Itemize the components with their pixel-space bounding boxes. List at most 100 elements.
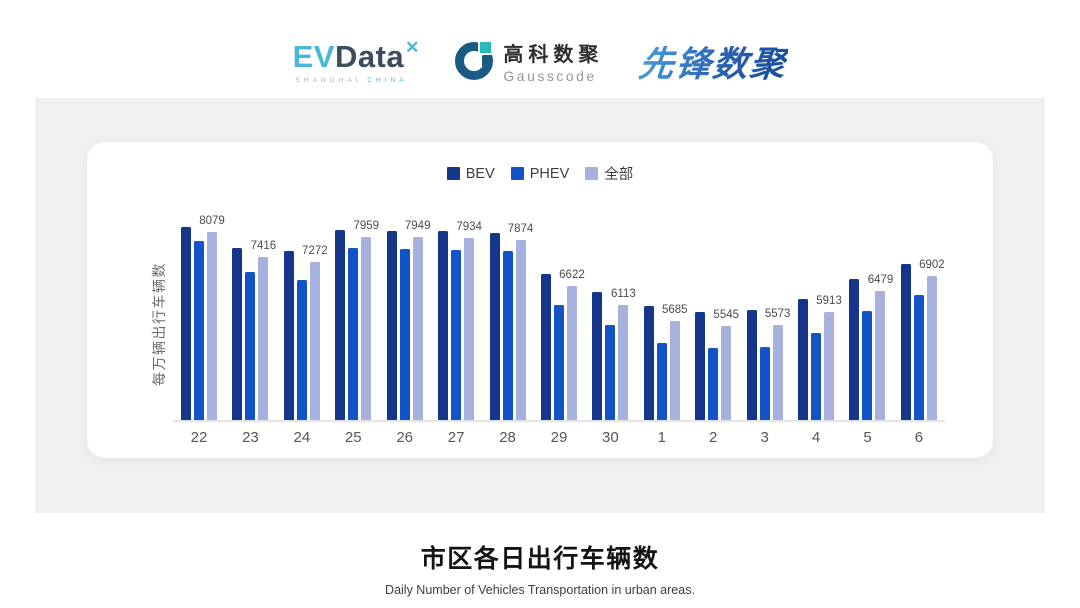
x-tick-3: 3 bbox=[760, 429, 769, 446]
bar-bev-2[interactable] bbox=[695, 312, 706, 420]
bar-group-29: 6622 bbox=[540, 269, 585, 420]
legend-swatch-bev bbox=[446, 167, 460, 180]
bar-bev-4[interactable] bbox=[798, 298, 809, 420]
value-label-22: 8079 bbox=[199, 215, 225, 228]
legend-label-all: 全部 bbox=[604, 167, 634, 183]
value-label-1: 5685 bbox=[662, 303, 688, 316]
x-tick-25: 25 bbox=[344, 429, 362, 446]
bar-bev-23[interactable] bbox=[232, 247, 243, 420]
bar-group-4: 5913 bbox=[798, 295, 842, 420]
bar-group-25: 7959 bbox=[335, 220, 379, 420]
y-axis-label: 每万辆出行车辆数 bbox=[151, 262, 167, 386]
bar-phev-29[interactable] bbox=[553, 305, 564, 420]
x-tick-24: 24 bbox=[293, 429, 311, 446]
value-label-2: 5545 bbox=[713, 308, 740, 321]
bar-group-26: 7949 bbox=[386, 220, 430, 420]
bar-bev-24[interactable] bbox=[283, 251, 294, 420]
value-label-27: 7934 bbox=[456, 220, 482, 233]
bar-all-23[interactable]: 7416 bbox=[251, 240, 276, 420]
legend-item-bev[interactable]: BEV bbox=[446, 165, 495, 182]
gausscode-logo: 高科数聚 Gausscode bbox=[454, 38, 603, 84]
value-label-30: 6113 bbox=[611, 287, 636, 300]
bar-bev-25[interactable] bbox=[335, 229, 346, 420]
bar-all-27[interactable]: 7934 bbox=[456, 221, 482, 420]
bar-all-4[interactable]: 5913 bbox=[816, 295, 842, 420]
bar-all-2[interactable]: 5545 bbox=[713, 309, 739, 420]
x-tick-27: 27 bbox=[447, 429, 465, 446]
bar-all-29[interactable]: 6622 bbox=[559, 269, 585, 420]
page-title: 市区各日出行车辆数 bbox=[420, 545, 660, 573]
page-subtitle: Daily Number of Vehicles Transportation … bbox=[385, 583, 695, 597]
value-label-6: 6902 bbox=[919, 258, 945, 271]
evdata-logo-subtext: SHANGHAI CHINA bbox=[293, 77, 419, 84]
legend-swatch-phev bbox=[510, 167, 524, 180]
caption-block: 市区各日出行车辆数 Daily Number of Vehicles Trans… bbox=[0, 539, 1080, 597]
bar-group-22: 8079 bbox=[181, 215, 225, 420]
bar-phev-5[interactable] bbox=[862, 311, 873, 420]
legend-label-bev: BEV bbox=[465, 165, 495, 182]
x-tick-1: 1 bbox=[657, 429, 666, 446]
value-label-5: 6479 bbox=[867, 274, 894, 287]
x-tick-28: 28 bbox=[499, 429, 516, 446]
bar-all-30[interactable]: 6113 bbox=[611, 288, 636, 420]
value-label-4: 5913 bbox=[816, 295, 842, 308]
bar-all-3[interactable]: 5573 bbox=[765, 308, 790, 420]
bar-phev-27[interactable] bbox=[451, 250, 462, 420]
bar-phev-2[interactable] bbox=[708, 347, 719, 420]
bar-bev-30[interactable] bbox=[592, 291, 603, 420]
bar-group-27: 7934 bbox=[438, 221, 482, 420]
evdata-logo-ev: EV bbox=[292, 38, 335, 74]
value-label-3: 5573 bbox=[764, 307, 791, 320]
x-tick-26: 26 bbox=[396, 429, 414, 446]
bar-bev-1[interactable] bbox=[643, 306, 654, 420]
gausscode-g-icon bbox=[454, 40, 496, 81]
bar-all-25[interactable]: 7959 bbox=[353, 220, 379, 420]
bar-phev-25[interactable] bbox=[348, 248, 359, 420]
plot-area: 8079 7416 7272 7959 7949 7934 7874 6622 6113 5685… bbox=[173, 215, 945, 446]
x-tick-29: 29 bbox=[550, 429, 568, 446]
legend-swatch-all bbox=[585, 167, 599, 180]
bar-all-1[interactable]: 5685 bbox=[662, 304, 688, 420]
bar-bev-27[interactable] bbox=[438, 230, 449, 420]
bar-phev-3[interactable] bbox=[759, 346, 770, 420]
bar-phev-26[interactable] bbox=[399, 249, 410, 420]
bar-phev-4[interactable] bbox=[811, 333, 822, 420]
bar-group-1: 5685 bbox=[643, 304, 688, 420]
bar-group-5: 6479 bbox=[849, 274, 893, 420]
bar-phev-24[interactable] bbox=[296, 280, 307, 420]
bar-bev-5[interactable] bbox=[849, 279, 860, 420]
value-label-28: 7874 bbox=[507, 222, 534, 235]
bar-phev-28[interactable] bbox=[502, 251, 513, 420]
bar-group-23: 7416 bbox=[232, 240, 276, 420]
bar-all-24[interactable]: 7272 bbox=[302, 245, 328, 420]
bar-all-6[interactable]: 6902 bbox=[919, 259, 945, 420]
bar-phev-1[interactable] bbox=[656, 343, 667, 420]
bar-all-5[interactable]: 6479 bbox=[868, 274, 893, 420]
bar-groups: 8079 7416 7272 7959 7949 7934 7874 6622 6113 5685… bbox=[173, 215, 945, 422]
bar-bev-26[interactable] bbox=[386, 230, 397, 420]
value-label-25: 7959 bbox=[353, 219, 380, 232]
bar-bev-28[interactable] bbox=[489, 232, 500, 420]
bar-bev-29[interactable] bbox=[540, 273, 551, 420]
x-tick-4: 4 bbox=[811, 429, 821, 446]
legend-item-phev[interactable]: PHEV bbox=[510, 166, 569, 182]
gausscode-name-cn: 高科数聚 bbox=[503, 44, 604, 66]
bar-bev-22[interactable] bbox=[181, 227, 191, 420]
bar-phev-23[interactable] bbox=[245, 271, 256, 420]
value-label-29: 6622 bbox=[559, 269, 585, 282]
legend-item-all[interactable]: 全部 bbox=[585, 163, 633, 184]
header: EV Data ✕ SHANGHAI CHINA 高科数聚 Gausscode 先锋… bbox=[0, 0, 1080, 98]
bar-all-28[interactable]: 7874 bbox=[508, 223, 533, 420]
bar-phev-6[interactable] bbox=[913, 295, 924, 420]
bar-group-24: 7272 bbox=[283, 245, 328, 420]
x-tick-6: 6 bbox=[914, 429, 924, 446]
bar-group-2: 5545 bbox=[695, 309, 739, 420]
bar-all-22[interactable]: 8079 bbox=[199, 215, 225, 420]
bar-phev-22[interactable] bbox=[194, 240, 204, 420]
propeller-x-icon: ✕ bbox=[405, 37, 420, 57]
bar-all-26[interactable]: 7949 bbox=[405, 220, 430, 420]
bar-phev-30[interactable] bbox=[605, 325, 616, 420]
x-axis-labels: 22 23 24 25 26 27 28 29 30 1 2 3 4 5 6 bbox=[173, 429, 945, 446]
bar-bev-6[interactable] bbox=[900, 263, 911, 420]
bar-bev-3[interactable] bbox=[746, 309, 757, 420]
